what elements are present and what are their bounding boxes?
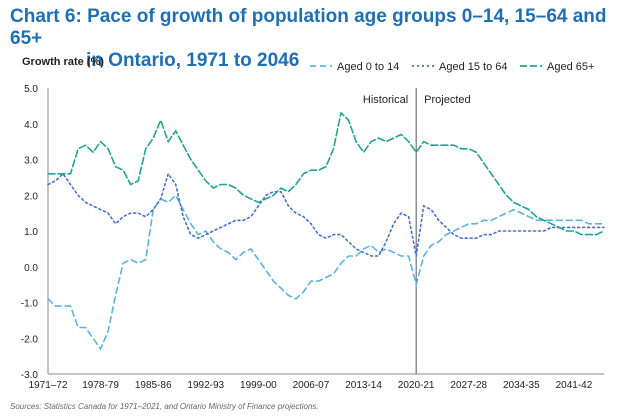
x-tick-label: 2006-07 [293,380,330,391]
y-tick-label: 2.0 [24,191,38,202]
x-tick-label: 2020-21 [398,380,435,391]
x-tick-label: 2034-35 [503,380,540,391]
y-tick-label: 0.0 [24,263,38,274]
x-tick-label: 1971–72 [29,380,68,391]
x-tick-label: 2027-28 [450,380,487,391]
x-tick-label: 2041-42 [556,380,593,391]
y-tick-label: 3.0 [24,156,38,167]
legend-label-1: Aged 0 to 14 [337,61,399,73]
legend-label-2: Aged 15 to 64 [439,61,508,73]
y-tick-label: 5.0 [24,84,38,95]
chart-title-line1: Chart 6: Pace of growth of population ag… [10,6,607,49]
series-line-3 [47,111,605,236]
legend-label-3: Aged 65+ [547,61,594,73]
y-axis-label: Growth rate (%) [22,56,104,68]
x-tick-label: 1992-93 [187,380,224,391]
x-tick-label: 1985-86 [135,380,172,391]
x-tick-label: 1978-79 [82,380,119,391]
projected-annotation: Projected [424,94,470,106]
chart-title: Chart 6: Pace of growth of population ag… [10,6,630,72]
historical-annotation: Historical [363,94,408,106]
chart-title-line2: in Ontario, 1971 to 2046 [86,50,300,71]
source-note: Sources: Statistics Canada for 1971–2021… [10,402,319,411]
y-tick-label: -1.0 [21,299,39,310]
y-tick-label: 1.0 [24,227,38,238]
series-line-2 [47,171,605,257]
x-tick-label: 2013-14 [345,380,382,391]
y-tick-label: -3.0 [21,370,39,381]
y-tick-label: -2.0 [21,334,39,345]
series-line-1 [47,193,605,351]
y-tick-label: 4.0 [24,120,38,131]
x-tick-label: 1999-00 [240,380,277,391]
